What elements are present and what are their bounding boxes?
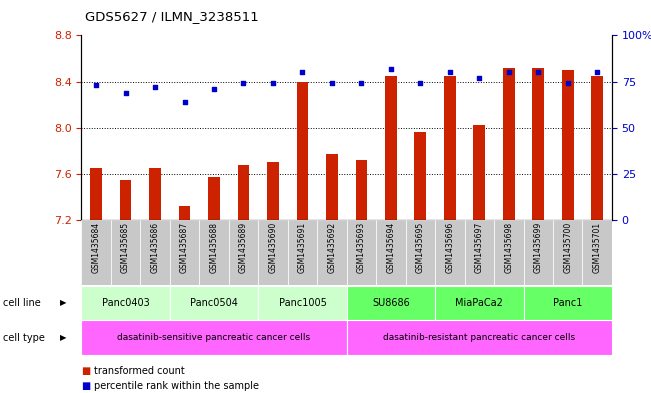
Text: dasatinib-resistant pancreatic cancer cells: dasatinib-resistant pancreatic cancer ce… <box>383 333 575 342</box>
Text: SU8686: SU8686 <box>372 298 409 308</box>
Text: GSM1435694: GSM1435694 <box>387 222 395 273</box>
Point <box>592 69 602 75</box>
Bar <box>297 81 309 220</box>
Point <box>268 80 278 86</box>
Bar <box>503 68 515 220</box>
Bar <box>523 220 553 285</box>
Text: GSM1435686: GSM1435686 <box>150 222 159 273</box>
Text: transformed count: transformed count <box>94 366 185 376</box>
Point <box>562 80 573 86</box>
Bar <box>149 168 161 220</box>
Text: Panc0403: Panc0403 <box>102 298 150 308</box>
Text: ■: ■ <box>81 381 90 391</box>
Point <box>298 69 308 75</box>
Bar <box>415 132 426 220</box>
Point <box>179 99 189 105</box>
Bar <box>385 76 396 220</box>
Text: ▶: ▶ <box>60 299 66 307</box>
Bar <box>317 220 346 285</box>
Text: GSM1435692: GSM1435692 <box>327 222 337 273</box>
Bar <box>170 286 258 320</box>
Bar <box>473 125 485 220</box>
Text: Panc0504: Panc0504 <box>190 298 238 308</box>
Bar <box>267 162 279 220</box>
Point <box>327 80 337 86</box>
Bar <box>111 220 141 285</box>
Bar <box>355 160 367 220</box>
Bar <box>141 220 170 285</box>
Text: GSM1435697: GSM1435697 <box>475 222 484 273</box>
Text: GSM1435689: GSM1435689 <box>239 222 248 273</box>
Text: GSM1435698: GSM1435698 <box>505 222 513 273</box>
Bar <box>435 286 523 320</box>
Bar <box>81 286 170 320</box>
Bar <box>238 165 249 220</box>
Bar <box>346 286 435 320</box>
Bar <box>81 320 346 355</box>
Bar <box>553 220 583 285</box>
Bar <box>170 220 199 285</box>
Text: GSM1435699: GSM1435699 <box>534 222 543 273</box>
Text: GSM1435688: GSM1435688 <box>210 222 219 273</box>
Text: Panc1005: Panc1005 <box>279 298 326 308</box>
Text: GSM1435687: GSM1435687 <box>180 222 189 273</box>
Text: MiaPaCa2: MiaPaCa2 <box>455 298 503 308</box>
Point <box>415 80 426 86</box>
Text: GSM1435691: GSM1435691 <box>298 222 307 273</box>
Point <box>356 80 367 86</box>
Text: GSM1435684: GSM1435684 <box>92 222 101 273</box>
Bar <box>199 220 229 285</box>
Bar <box>120 180 132 220</box>
Bar <box>326 154 338 220</box>
Point <box>150 84 160 90</box>
Point <box>533 69 544 75</box>
Bar <box>258 286 346 320</box>
Point <box>474 75 484 81</box>
Bar <box>229 220 258 285</box>
Bar <box>178 206 191 220</box>
Text: Panc1: Panc1 <box>553 298 583 308</box>
Text: ■: ■ <box>81 366 90 376</box>
Bar <box>90 168 102 220</box>
Text: ▶: ▶ <box>60 333 66 342</box>
Bar <box>494 220 523 285</box>
Bar <box>562 70 574 220</box>
Point <box>445 69 455 75</box>
Bar <box>523 286 612 320</box>
Bar <box>583 220 612 285</box>
Bar <box>591 76 603 220</box>
Text: cell line: cell line <box>3 298 41 308</box>
Point <box>385 66 396 72</box>
Point <box>209 86 219 92</box>
Point <box>238 80 249 86</box>
Text: dasatinib-sensitive pancreatic cancer cells: dasatinib-sensitive pancreatic cancer ce… <box>117 333 311 342</box>
Bar <box>258 220 288 285</box>
Bar <box>533 68 544 220</box>
Bar <box>208 177 220 220</box>
Bar <box>465 220 494 285</box>
Bar <box>406 220 435 285</box>
Bar <box>346 220 376 285</box>
Point <box>504 69 514 75</box>
Bar <box>288 220 317 285</box>
Text: GSM1435695: GSM1435695 <box>416 222 425 273</box>
Text: GSM1435696: GSM1435696 <box>445 222 454 273</box>
Text: GDS5627 / ILMN_3238511: GDS5627 / ILMN_3238511 <box>85 10 258 23</box>
Point <box>120 90 131 96</box>
Text: GSM1435701: GSM1435701 <box>592 222 602 273</box>
Bar <box>346 320 612 355</box>
Text: GSM1435690: GSM1435690 <box>268 222 277 273</box>
Text: percentile rank within the sample: percentile rank within the sample <box>94 381 259 391</box>
Text: GSM1435693: GSM1435693 <box>357 222 366 273</box>
Bar <box>376 220 406 285</box>
Text: cell type: cell type <box>3 332 45 343</box>
Bar <box>435 220 465 285</box>
Point <box>91 82 102 88</box>
Text: GSM1435685: GSM1435685 <box>121 222 130 273</box>
Bar <box>444 76 456 220</box>
Bar <box>81 220 111 285</box>
Text: GSM1435700: GSM1435700 <box>563 222 572 273</box>
